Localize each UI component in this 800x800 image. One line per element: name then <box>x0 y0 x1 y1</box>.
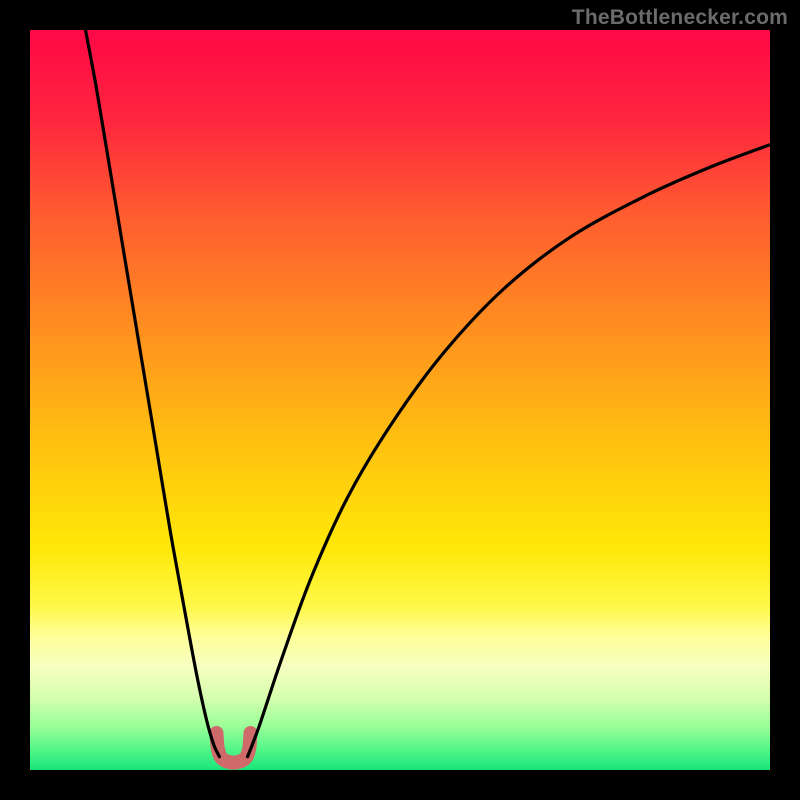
curve-layer <box>30 30 770 770</box>
right-curve <box>248 145 770 757</box>
chart-frame: TheBottlenecker.com <box>0 0 800 800</box>
left-curve <box>86 30 220 757</box>
plot-area <box>30 30 770 770</box>
watermark-text: TheBottlenecker.com <box>572 6 788 30</box>
valley-marker <box>216 733 250 763</box>
